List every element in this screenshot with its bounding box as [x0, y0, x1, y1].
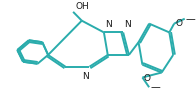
Text: N: N [82, 72, 89, 81]
Text: —: — [186, 14, 195, 24]
Text: O: O [143, 74, 150, 83]
Text: N: N [124, 20, 131, 29]
Text: O: O [175, 19, 182, 28]
Text: OH: OH [75, 2, 89, 11]
Text: N: N [105, 20, 112, 29]
Text: —: — [150, 82, 160, 92]
